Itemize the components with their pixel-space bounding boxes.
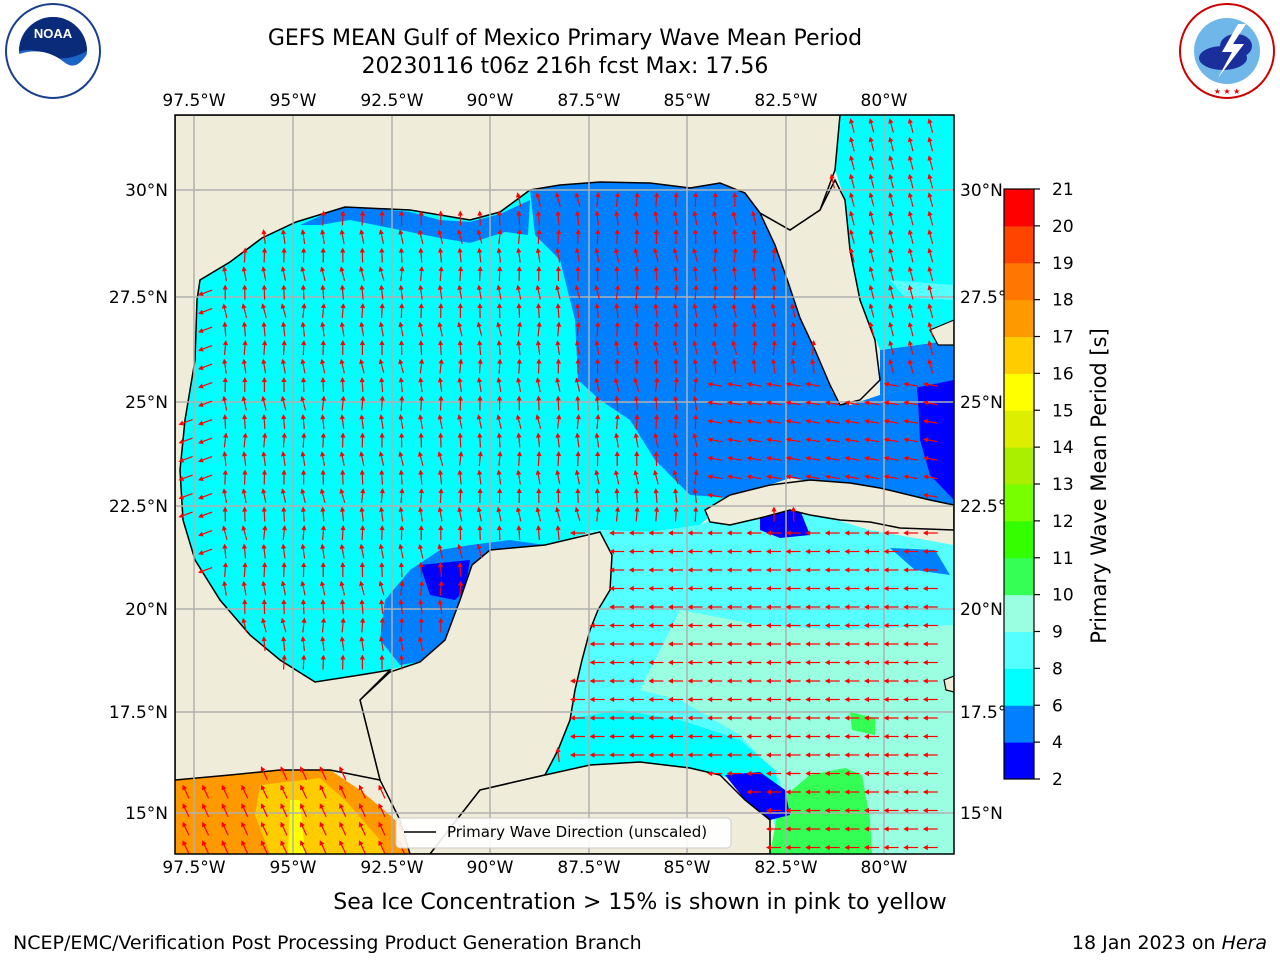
colorbar-swatch — [1004, 410, 1034, 448]
colorbar-tick-label: 18 — [1052, 291, 1074, 311]
lon-label-bottom: 82.5°W — [754, 858, 817, 878]
colorbar-tick-label: 2 — [1052, 770, 1063, 790]
wave-direction-arrows — [178, 118, 938, 854]
footer-date-text: 18 Jan 2023 on — [1071, 932, 1222, 954]
campeche-2-4s — [420, 560, 470, 600]
colorbar-swatch — [1004, 299, 1034, 337]
lat-label-left: 17.5°N — [109, 703, 168, 723]
map-title: GEFS MEAN Gulf of Mexico Primary Wave Me… — [267, 26, 863, 51]
lat-label-left: 22.5°N — [109, 497, 168, 517]
colorbar-swatch — [1004, 705, 1034, 743]
direction-legend: Primary Wave Direction (unscaled) — [395, 817, 732, 849]
colorbar-tick-label: 17 — [1052, 328, 1074, 348]
colorbar-tick-label: 4 — [1052, 733, 1063, 753]
colorbar-swatch — [1004, 668, 1034, 706]
colorbar-swatch — [1004, 520, 1034, 559]
lon-label-top: 82.5°W — [754, 91, 817, 111]
us-mainland — [175, 115, 841, 781]
lon-label-top: 90°W — [467, 91, 514, 111]
lat-label-left: 25°N — [125, 393, 168, 413]
atlantic-small-8-9s — [890, 280, 954, 300]
lat-label-right: 30°N — [960, 181, 1003, 201]
pacific-17-18s — [255, 778, 385, 854]
colorbar-tick-label: 19 — [1052, 254, 1074, 274]
lat-label-left: 15°N — [125, 804, 168, 824]
footer-date: 18 Jan 2023 on Hera — [1072, 932, 1267, 954]
cuba-land — [704, 479, 954, 531]
colorbar-tick-label: 8 — [1052, 659, 1063, 679]
colorbar-swatch — [1004, 262, 1034, 301]
noaa-logo-text: NOAA — [34, 26, 73, 41]
lon-label-top: 85°W — [664, 91, 711, 111]
legend-label: Primary Wave Direction (unscaled) — [447, 823, 707, 841]
colorbar-swatch — [1004, 336, 1034, 374]
axis-labels: 97.5°W 97.5°W 95°W 95°W 92.5°W 92.5°W 90°W 90°W… — [109, 91, 1019, 878]
lat-label-right: 15°N — [960, 804, 1003, 824]
colorbar-tick-label: 13 — [1052, 475, 1074, 495]
colorbar-swatch — [1004, 225, 1034, 264]
colorbar-tick-label: 12 — [1052, 512, 1074, 532]
colorbar-swatch — [1004, 631, 1034, 669]
footer-credit: NCEP/EMC/Verification Post Processing Pr… — [13, 932, 642, 954]
footer-machine: Hera — [1221, 932, 1267, 954]
colorbar-tick-label: 6 — [1052, 696, 1063, 716]
colorbar-swatch — [1004, 594, 1034, 632]
lon-label-bottom: 85°W — [664, 858, 711, 878]
colorbar-tick-label: 10 — [1052, 586, 1074, 606]
lon-label-top: 87.5°W — [557, 91, 620, 111]
lon-label-bottom: 92.5°W — [360, 858, 423, 878]
lon-label-bottom: 97.5°W — [162, 858, 225, 878]
colorbar-label: Primary Wave Mean Period [s] — [1087, 328, 1111, 644]
colorbar-tick-label: 20 — [1052, 217, 1074, 237]
colorbar-tick-label: 11 — [1052, 549, 1074, 569]
lon-label-top: 97.5°W — [162, 91, 225, 111]
colorbar-swatch — [1004, 373, 1034, 411]
cuba-south-4-6s — [890, 548, 950, 575]
lat-label-right: 20°N — [960, 600, 1003, 620]
plot-frame — [174, 114, 955, 855]
lon-label-top: 80°W — [861, 91, 908, 111]
colorbar-swatch — [1004, 742, 1034, 780]
colorbar-swatch — [1004, 447, 1034, 485]
lon-label-top: 95°W — [270, 91, 317, 111]
sea-ice-note: Sea Ice Concentration > 15% is shown in … — [333, 890, 947, 915]
lon-label-bottom: 80°W — [861, 858, 908, 878]
lon-label-bottom: 95°W — [270, 858, 317, 878]
lat-label-left: 20°N — [125, 600, 168, 620]
lat-label-right: 25°N — [960, 393, 1003, 413]
caribbean-9-10s — [640, 610, 954, 854]
lon-label-top: 92.5°W — [360, 91, 423, 111]
noaa-logo: NOAA — [5, 3, 101, 99]
colorbar-tick-label: 14 — [1052, 438, 1074, 458]
lat-label-left: 27.5°N — [109, 288, 168, 308]
bahamas-land — [929, 319, 954, 346]
lon-label-bottom: 90°W — [467, 858, 514, 878]
nws-logo: ★ ★ ★ — [1179, 3, 1275, 99]
colorbar-swatch — [1004, 557, 1034, 596]
map-subtitle: 20230116 t06z 216h fcst Max: 17.56 — [361, 54, 769, 79]
colorbar-swatch — [1004, 189, 1034, 227]
colorbar-tick-label: 16 — [1052, 364, 1074, 384]
lat-label-left: 30°N — [125, 181, 168, 201]
colorbar-tick-label: 21 — [1052, 180, 1074, 200]
atlantic-east-4-6s — [880, 340, 954, 395]
lon-label-bottom: 87.5°W — [557, 858, 620, 878]
caribbean-10-11s — [770, 768, 872, 854]
svg-text:★ ★ ★: ★ ★ ★ — [1214, 87, 1241, 96]
colorbar: 2 4 6 8 9 10 11 12 13 14 15 16 17 18 19 20 21 — [1003, 180, 1074, 790]
colorbar-tick-label: 9 — [1052, 623, 1063, 643]
honduras-2-4s — [725, 772, 790, 820]
colorbar-swatch — [1004, 484, 1034, 522]
colorbar-tick-label: 15 — [1052, 401, 1074, 421]
hispaniola-edge-land — [943, 675, 954, 693]
northern-shelf-4-6s — [300, 200, 530, 243]
cayman-2-4s — [760, 510, 810, 538]
